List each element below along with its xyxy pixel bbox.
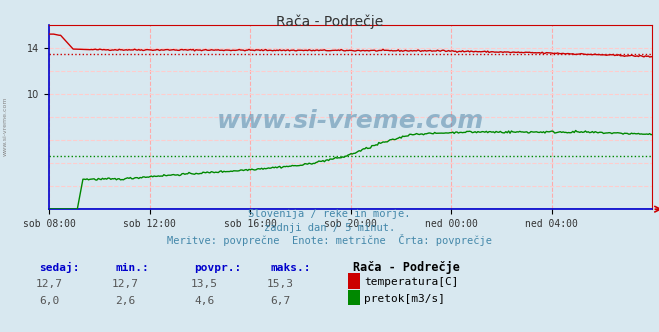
- Text: www.si-vreme.com: www.si-vreme.com: [3, 96, 8, 156]
- Text: Meritve: povprečne  Enote: metrične  Črta: povprečje: Meritve: povprečne Enote: metrične Črta:…: [167, 234, 492, 246]
- Text: Slovenija / reke in morje.: Slovenija / reke in morje.: [248, 209, 411, 219]
- Text: 6,7: 6,7: [270, 296, 290, 306]
- Text: 12,7: 12,7: [112, 279, 138, 289]
- Text: temperatura[C]: temperatura[C]: [364, 277, 458, 287]
- Text: 15,3: 15,3: [267, 279, 293, 289]
- Text: 4,6: 4,6: [194, 296, 214, 306]
- Text: sedaj:: sedaj:: [40, 262, 80, 273]
- Text: 6,0: 6,0: [40, 296, 59, 306]
- Text: www.si-vreme.com: www.si-vreme.com: [217, 109, 484, 133]
- Text: 13,5: 13,5: [191, 279, 217, 289]
- Text: zadnji dan / 5 minut.: zadnji dan / 5 minut.: [264, 223, 395, 233]
- Text: min.:: min.:: [115, 263, 149, 273]
- Text: 2,6: 2,6: [115, 296, 135, 306]
- Text: maks.:: maks.:: [270, 263, 310, 273]
- Text: pretok[m3/s]: pretok[m3/s]: [364, 294, 445, 304]
- Text: Rača - Podrečje: Rača - Podrečje: [353, 261, 459, 274]
- Text: povpr.:: povpr.:: [194, 263, 242, 273]
- Text: 12,7: 12,7: [36, 279, 63, 289]
- Text: Rača - Podrečje: Rača - Podrečje: [276, 15, 383, 30]
